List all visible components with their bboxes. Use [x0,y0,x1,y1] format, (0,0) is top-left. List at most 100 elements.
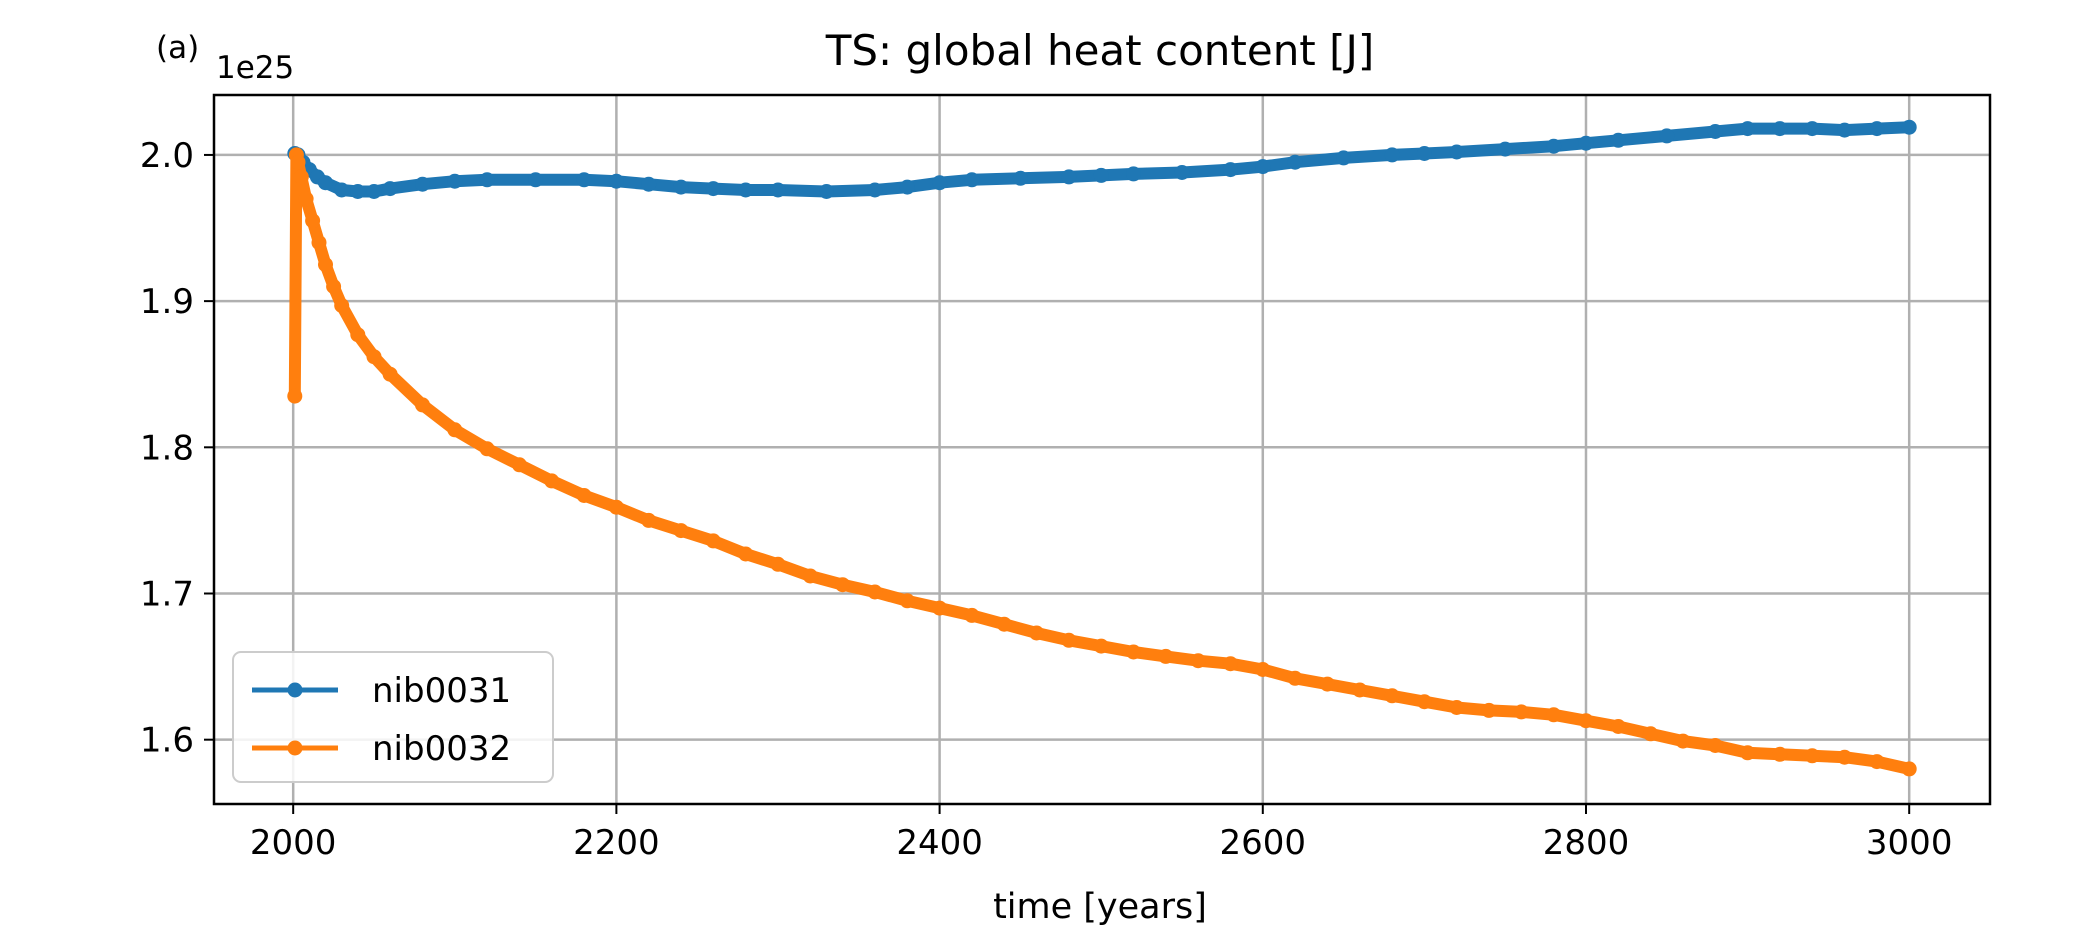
data-point-nib0031 [673,179,689,195]
data-point-nib0032 [1449,700,1465,715]
legend-marker-nib0032 [287,740,303,756]
data-point-nib0032 [1643,726,1659,742]
data-point-nib0031 [1772,121,1788,137]
data-point-nib0031 [1546,138,1562,154]
legend-label: nib0031 [372,671,511,711]
data-point-nib0032 [1190,653,1206,669]
data-point-nib0032 [350,327,366,343]
data-point-nib0032 [1546,707,1562,723]
data-point-nib0032 [802,568,818,584]
legend-marker-nib0031 [287,682,303,698]
data-point-nib0032 [1093,638,1109,654]
y-tick-label: 1.8 [140,428,194,468]
data-point-nib0031 [1659,128,1675,144]
x-tick-label: 2000 [250,823,337,863]
data-point-nib0031 [608,173,624,189]
data-point-nib0032 [1158,648,1174,664]
data-point-nib0031 [1869,121,1885,137]
data-point-nib0032 [1901,761,1917,777]
data-point-nib0031 [964,172,980,188]
data-point-nib0032 [1740,745,1756,761]
data-point-nib0032 [641,512,657,528]
axis-ticks: 2000 2200 2400 2600 2800 3000 1.6 1.7 1.8 1.9 2.0 [140,136,1953,863]
data-point-nib0031 [1012,170,1028,186]
data-point-nib0031 [528,172,544,188]
data-point-nib0032 [318,257,333,273]
data-point-nib0031 [1384,147,1400,163]
data-point-nib0032 [1578,713,1594,729]
data-point-nib0032 [287,388,303,404]
data-point-nib0031 [1287,154,1303,170]
y-tick-label: 1.9 [140,282,194,322]
data-point-nib0032 [932,600,948,616]
data-point-nib0032 [1287,670,1303,686]
data-point-nib0032 [1416,694,1432,710]
data-point-nib0032 [366,349,382,365]
data-point-nib0032 [334,298,350,313]
x-tick-label: 2400 [896,823,983,863]
data-point-nib0031 [1416,146,1432,161]
data-point-nib0032 [1869,754,1885,770]
data-point-nib0031 [1578,135,1594,151]
data-point-nib0032 [1029,625,1045,641]
data-point-nib0032 [544,473,560,489]
data-point-nib0031 [770,182,786,198]
data-point-nib0032 [673,523,689,539]
data-point-nib0031 [1804,121,1820,137]
x-tick-label: 2800 [1543,823,1630,863]
data-point-nib0031 [1061,169,1077,185]
data-point-nib0031 [899,179,915,195]
data-point-nib0032 [738,546,754,562]
data-point-nib0031 [479,172,495,188]
data-point-nib0031 [867,182,883,198]
data-point-nib0031 [738,182,754,198]
data-point-nib0031 [641,176,657,192]
chart-title: TS: global heat content [J] [825,26,1375,75]
data-point-nib0031 [382,181,398,197]
data-point-nib0032 [608,499,624,515]
data-point-nib0032 [1804,748,1820,764]
data-point-nib0032 [1352,682,1368,698]
data-point-nib0032 [1223,656,1238,672]
x-tick-label: 2600 [1220,823,1307,863]
data-point-nib0031 [705,181,721,197]
data-point-nib0032 [1384,688,1400,704]
data-point-nib0032 [1319,676,1335,692]
data-point-nib0032 [305,213,321,229]
x-tick-label: 3000 [1866,823,1953,863]
data-point-nib0031 [447,173,463,189]
y-offset-label: 1e25 [216,50,294,86]
data-point-nib0032 [1772,746,1788,762]
data-point-nib0031 [1497,141,1513,157]
data-point-nib0031 [1126,166,1141,182]
data-point-nib0031 [350,184,366,199]
data-point-nib0032 [511,457,527,473]
data-point-nib0032 [479,441,495,457]
data-point-nib0031 [1707,124,1723,139]
data-point-nib0031 [1223,162,1238,178]
data-point-nib0032 [996,616,1012,632]
series-layer [287,119,1917,777]
data-point-nib0031 [1336,150,1352,166]
data-point-nib0032 [1061,632,1077,648]
data-point-nib0031 [1255,159,1271,175]
data-point-nib0032 [298,191,314,207]
legend-item-nib0031: nib0031 [252,671,511,711]
data-point-nib0032 [1675,733,1691,749]
y-tick-label: 2.0 [140,136,194,176]
data-point-nib0032 [1513,704,1529,720]
data-point-nib0032 [290,154,306,170]
data-point-nib0031 [366,184,382,199]
data-point-nib0032 [1255,662,1271,677]
data-point-nib0032 [576,488,592,503]
x-tick-label: 2200 [573,823,660,863]
data-point-nib0032 [705,533,721,549]
data-point-nib0032 [311,235,327,251]
legend-label: nib0032 [372,729,511,769]
y-tick-label: 1.7 [140,574,194,614]
legend: nib0031 nib0032 [232,651,554,783]
data-point-nib0032 [964,607,980,623]
data-point-nib0032 [1837,749,1853,765]
data-point-nib0032 [867,584,883,600]
